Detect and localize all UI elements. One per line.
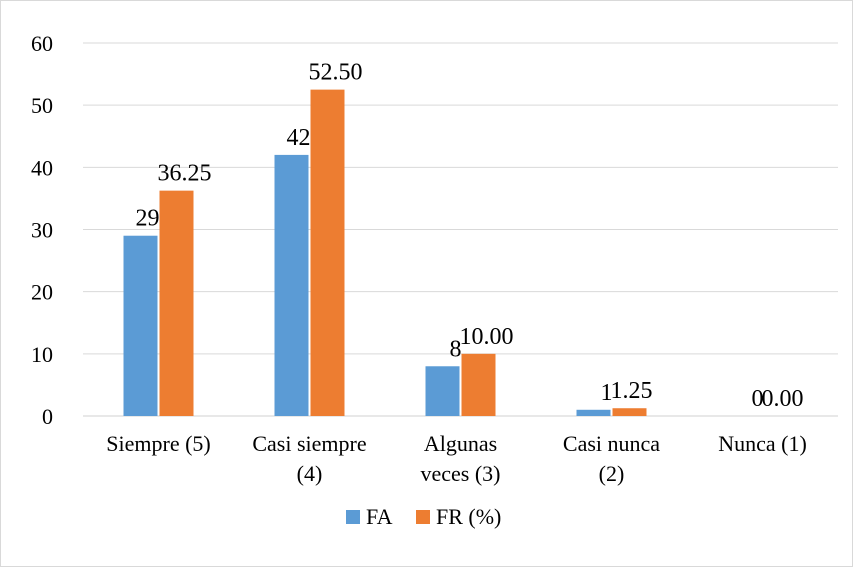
bar: [310, 89, 345, 416]
bar: [612, 408, 647, 416]
x-tick-label-line: Siempre (5): [106, 431, 210, 456]
bar: [159, 190, 194, 416]
bar: [576, 409, 611, 416]
y-tick-label: 60: [31, 31, 53, 56]
legend-label: FA: [366, 504, 393, 529]
y-tick-label: 30: [31, 218, 53, 243]
data-label: 52.50: [309, 60, 363, 86]
x-tick-label-line: Nunca (1): [718, 431, 807, 456]
x-tick-label-line: Casi nunca: [563, 431, 660, 456]
x-tick-label-line: Casi siempre: [252, 431, 366, 456]
x-tick-label: Nunca (1): [718, 431, 807, 456]
y-tick-label: 20: [31, 280, 53, 305]
data-label: 42: [287, 125, 311, 151]
legend-label: FR (%): [436, 504, 501, 529]
data-labels: 29 36.25 42 52.50 810.00 11.25 00.00: [136, 60, 804, 412]
bar: [425, 366, 460, 416]
bar: [461, 353, 496, 416]
x-tick-label: Algunas veces (3): [420, 431, 500, 486]
x-tick-label-line: veces (3): [420, 461, 500, 486]
data-label: 1: [601, 380, 613, 406]
x-tick-label: Casi siempre (4): [252, 431, 366, 486]
y-tick-label: 50: [31, 93, 53, 118]
data-label: 29: [136, 206, 160, 232]
gridlines: [83, 42, 838, 355]
data-label: 0: [752, 386, 764, 412]
data-label: 1.25: [611, 378, 653, 404]
legend: FA FR (%): [346, 504, 501, 529]
y-tick-label: 0: [42, 404, 53, 429]
x-tick-label-line: Algunas: [424, 431, 497, 456]
bar: [274, 154, 309, 416]
x-tick-label: Siempre (5): [106, 431, 210, 456]
data-label: 8: [450, 336, 462, 362]
legend-swatch: [416, 510, 430, 524]
data-label: 10.00: [460, 324, 514, 350]
data-label: 36.25: [158, 161, 212, 187]
legend-swatch: [346, 510, 360, 524]
data-label: 0.00: [762, 386, 804, 412]
x-tick-label: Casi nunca (2): [563, 431, 660, 486]
x-tick-label-line: (4): [297, 461, 323, 486]
bars: [123, 89, 647, 416]
y-tick-label: 40: [31, 155, 53, 180]
x-tick-label-line: (2): [599, 461, 625, 486]
bar: [123, 235, 158, 416]
y-tick-label: 10: [31, 342, 53, 367]
